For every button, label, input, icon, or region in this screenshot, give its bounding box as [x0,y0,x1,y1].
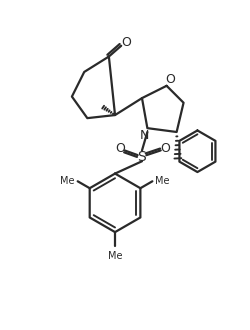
Text: O: O [160,143,170,155]
Text: O: O [116,143,125,155]
Text: Me: Me [60,176,74,186]
Text: N: N [140,129,149,142]
Text: O: O [165,73,175,86]
Text: O: O [121,36,131,49]
Text: Me: Me [156,176,170,186]
Text: S: S [138,149,146,164]
Text: Me: Me [108,250,122,261]
